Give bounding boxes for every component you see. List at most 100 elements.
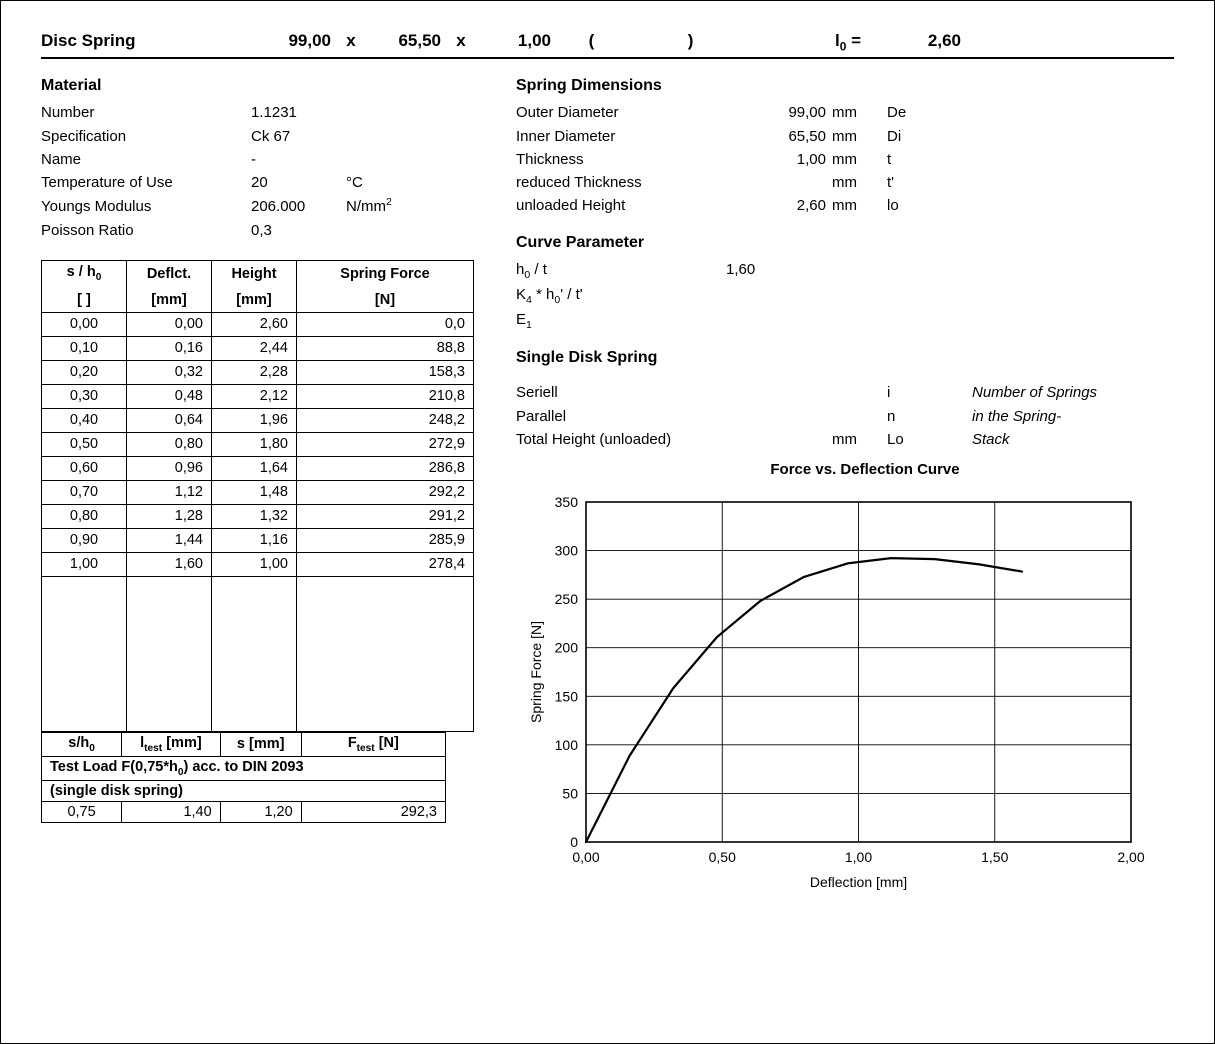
defl-u-defl: [mm] — [127, 289, 212, 313]
defl-cell-f: 272,9 — [297, 432, 474, 456]
material-row-value: 206.000 — [251, 195, 346, 218]
title-lparen: ( — [589, 31, 639, 51]
material-row: Temperature of Use 20 °C — [41, 171, 486, 194]
dimension-row: unloaded Height 2,60 mm lo — [516, 194, 1174, 217]
defl-cell-d: 1,12 — [127, 480, 212, 504]
title-bar: Disc Spring 99,00 x 65,50 x 1,00 ( ) l0 … — [41, 31, 1174, 59]
defl-cell-d: 0,64 — [127, 408, 212, 432]
dim-label: Thickness — [516, 148, 726, 171]
svg-text:0,00: 0,00 — [572, 849, 599, 865]
defl-cell-d: 0,80 — [127, 432, 212, 456]
cp-label: K4 * h0' / t' — [516, 283, 726, 308]
deflection-row: 1,00 1,60 1,00 278,4 — [42, 552, 474, 576]
defl-cell-d: 0,32 — [127, 360, 212, 384]
defl-cell-d: 0,16 — [127, 336, 212, 360]
defl-h-height: Height — [212, 260, 297, 288]
dim-value: 99,00 — [726, 101, 832, 124]
page: Disc Spring 99,00 x 65,50 x 1,00 ( ) l0 … — [0, 0, 1215, 1044]
dimensions-section-title: Spring Dimensions — [516, 77, 1174, 95]
defl-cell-f: 158,3 — [297, 360, 474, 384]
curve-param-row: K4 * h0' / t' — [516, 283, 1174, 308]
chart-container: Force vs. Deflection Curve 0,000,501,001… — [516, 461, 1174, 905]
defl-cell-f: 292,2 — [297, 480, 474, 504]
defl-h-defl: Deflct. — [127, 260, 212, 288]
defl-cell-f: 286,8 — [297, 456, 474, 480]
defl-cell-f: 248,2 — [297, 408, 474, 432]
cp-value: 1,60 — [726, 258, 832, 281]
dim-unit: mm — [832, 148, 887, 171]
test-h-s: s [mm] — [220, 732, 301, 756]
defl-cell-h: 1,96 — [212, 408, 297, 432]
stack-section-title: Single Disk Spring — [516, 349, 1174, 367]
defl-cell-r: 0,90 — [42, 528, 127, 552]
title-x1: x — [331, 31, 371, 51]
left-column: Material Number 1.1231 Specification Ck … — [41, 71, 486, 905]
dim-unit: mm — [832, 125, 887, 148]
test-subtitle: (single disk spring) — [42, 780, 446, 801]
dim-symbol: De — [887, 101, 942, 124]
material-row-label: Temperature of Use — [41, 171, 251, 194]
test-row: 0,75 1,40 1,20 292,3 — [42, 801, 446, 822]
stack-symbol: n — [887, 405, 942, 428]
svg-text:1,00: 1,00 — [845, 849, 872, 865]
dim-unit: mm — [832, 101, 887, 124]
dimension-row: Inner Diameter 65,50 mm Di — [516, 125, 1174, 148]
defl-cell-r: 0,70 — [42, 480, 127, 504]
test-cell-s: 1,20 — [220, 801, 301, 822]
material-row-label: Name — [41, 148, 251, 171]
title-x2: x — [441, 31, 481, 51]
svg-text:350: 350 — [555, 494, 579, 510]
test-title: Test Load F(0,75*h0) acc. to DIN 2093 — [42, 756, 446, 780]
defl-cell-h: 2,44 — [212, 336, 297, 360]
defl-cell-r: 1,00 — [42, 552, 127, 576]
stack-note: in the Spring- — [942, 405, 1174, 428]
defl-cell-h: 1,80 — [212, 432, 297, 456]
dimension-rows: Outer Diameter 99,00 mm De Inner Diamete… — [516, 101, 1174, 217]
material-row: Specification Ck 67 — [41, 125, 486, 148]
defl-cell-d: 1,60 — [127, 552, 212, 576]
dim-unit: mm — [832, 171, 887, 194]
dimension-row: Outer Diameter 99,00 mm De — [516, 101, 1174, 124]
material-row-value: 1.1231 — [251, 101, 346, 124]
defl-cell-r: 0,50 — [42, 432, 127, 456]
dim-label: Outer Diameter — [516, 101, 726, 124]
defl-cell-h: 2,60 — [212, 312, 297, 336]
dim-unit: mm — [832, 194, 887, 217]
dimension-row: Thickness 1,00 mm t — [516, 148, 1174, 171]
defl-cell-h: 1,64 — [212, 456, 297, 480]
defl-cell-h: 2,28 — [212, 360, 297, 384]
dim-symbol: t' — [887, 171, 942, 194]
material-rows: Number 1.1231 Specification Ck 67 Name -… — [41, 101, 486, 242]
material-row-label: Youngs Modulus — [41, 195, 251, 218]
deflection-blank-area — [42, 576, 474, 731]
svg-text:0: 0 — [570, 834, 578, 850]
deflection-row: 0,20 0,32 2,28 158,3 — [42, 360, 474, 384]
defl-h-sh0: s / h0 — [42, 260, 127, 288]
force-deflection-chart: 0,000,501,001,502,0005010015020025030035… — [516, 482, 1166, 902]
dim-symbol: lo — [887, 194, 942, 217]
defl-cell-d: 0,48 — [127, 384, 212, 408]
dim-symbol: t — [887, 148, 942, 171]
test-h-ftest: Ftest [N] — [301, 732, 445, 756]
cp-label: E1 — [516, 308, 726, 333]
defl-cell-r: 0,80 — [42, 504, 127, 528]
defl-cell-f: 210,8 — [297, 384, 474, 408]
curve-param-section-title: Curve Parameter — [516, 234, 1174, 252]
material-row-value: 0,3 — [251, 219, 346, 242]
title-l0-label: l0 = — [731, 31, 881, 53]
defl-cell-h: 1,16 — [212, 528, 297, 552]
stack-rows: Seriell i Number of Springs Parallel n i… — [516, 381, 1174, 451]
dim-label: unloaded Height — [516, 194, 726, 217]
material-row-unit: N/mm2 — [346, 194, 401, 218]
svg-text:Deflection [mm]: Deflection [mm] — [810, 874, 907, 890]
svg-text:300: 300 — [555, 543, 579, 559]
defl-cell-f: 0,0 — [297, 312, 474, 336]
test-cell-f: 292,3 — [301, 801, 445, 822]
stack-label: Parallel — [516, 405, 726, 428]
svg-text:Spring Force [N]: Spring Force [N] — [528, 621, 544, 723]
title-rparen: ) — [643, 31, 693, 51]
svg-text:200: 200 — [555, 640, 579, 656]
material-row-label: Poisson Ratio — [41, 219, 251, 242]
stack-label: Total Height (unloaded) — [516, 428, 726, 451]
test-cell-r: 0,75 — [42, 801, 122, 822]
